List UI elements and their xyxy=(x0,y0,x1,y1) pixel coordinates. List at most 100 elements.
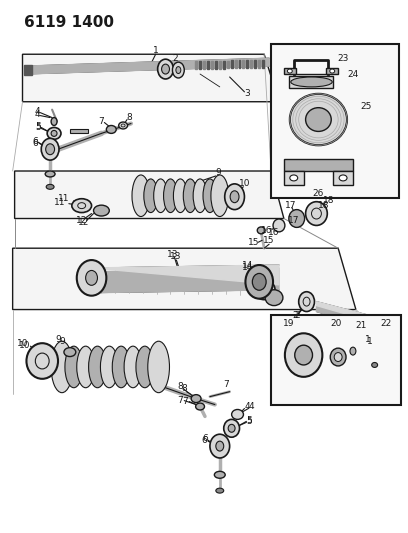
Ellipse shape xyxy=(252,273,266,290)
Text: 9: 9 xyxy=(215,168,221,177)
Bar xyxy=(271,316,401,405)
Ellipse shape xyxy=(299,292,315,311)
Text: 11: 11 xyxy=(54,198,66,207)
Polygon shape xyxy=(381,322,384,332)
Polygon shape xyxy=(91,265,279,285)
Text: 4: 4 xyxy=(35,110,40,119)
Ellipse shape xyxy=(372,362,377,367)
Text: 5: 5 xyxy=(35,123,41,132)
Ellipse shape xyxy=(148,341,169,393)
Ellipse shape xyxy=(124,346,142,387)
Text: 6: 6 xyxy=(201,435,207,445)
Ellipse shape xyxy=(157,59,173,79)
Polygon shape xyxy=(370,320,372,330)
Ellipse shape xyxy=(112,346,130,387)
Ellipse shape xyxy=(144,179,157,213)
Polygon shape xyxy=(366,319,368,329)
Ellipse shape xyxy=(46,184,54,189)
Text: 13: 13 xyxy=(170,252,181,261)
Ellipse shape xyxy=(210,434,230,458)
Ellipse shape xyxy=(290,94,347,146)
Bar xyxy=(284,159,353,171)
Ellipse shape xyxy=(193,179,207,213)
Text: 9: 9 xyxy=(59,337,65,346)
Text: 25: 25 xyxy=(360,102,371,111)
Text: 23: 23 xyxy=(337,54,349,63)
Ellipse shape xyxy=(51,341,73,393)
Ellipse shape xyxy=(285,333,322,377)
Text: 4: 4 xyxy=(35,107,40,116)
Ellipse shape xyxy=(45,171,55,177)
Polygon shape xyxy=(317,305,392,333)
Ellipse shape xyxy=(224,419,239,437)
Text: 18: 18 xyxy=(323,196,334,205)
Text: 1: 1 xyxy=(365,335,370,344)
Ellipse shape xyxy=(164,179,177,213)
Text: 16: 16 xyxy=(268,228,280,237)
Ellipse shape xyxy=(291,77,332,87)
Text: 14: 14 xyxy=(242,263,253,272)
Text: 11: 11 xyxy=(58,194,70,203)
Ellipse shape xyxy=(334,353,342,361)
Ellipse shape xyxy=(136,346,154,387)
Text: 26: 26 xyxy=(313,189,324,198)
Ellipse shape xyxy=(330,69,335,73)
Text: 6: 6 xyxy=(33,139,38,148)
Ellipse shape xyxy=(228,424,235,432)
Polygon shape xyxy=(203,61,205,69)
Polygon shape xyxy=(254,60,256,68)
Ellipse shape xyxy=(176,67,181,74)
Ellipse shape xyxy=(162,64,169,74)
Ellipse shape xyxy=(265,290,283,305)
Text: 7: 7 xyxy=(182,397,188,406)
Ellipse shape xyxy=(230,191,239,203)
Polygon shape xyxy=(13,248,356,310)
Text: 5: 5 xyxy=(35,122,41,131)
Ellipse shape xyxy=(287,69,292,73)
Text: 6: 6 xyxy=(202,434,208,443)
Ellipse shape xyxy=(216,441,224,451)
Text: 14: 14 xyxy=(242,261,253,270)
Ellipse shape xyxy=(214,471,225,478)
Polygon shape xyxy=(258,60,260,68)
Text: 16: 16 xyxy=(262,226,273,235)
Polygon shape xyxy=(362,318,364,328)
Ellipse shape xyxy=(211,175,228,216)
Ellipse shape xyxy=(154,179,168,213)
Text: 5: 5 xyxy=(246,416,252,425)
Text: 7: 7 xyxy=(99,117,104,126)
Text: 5: 5 xyxy=(246,417,252,426)
Ellipse shape xyxy=(330,348,346,366)
Text: 8: 8 xyxy=(182,384,187,393)
Ellipse shape xyxy=(257,227,265,234)
Ellipse shape xyxy=(89,346,106,387)
Ellipse shape xyxy=(306,108,331,132)
Ellipse shape xyxy=(41,139,59,160)
Polygon shape xyxy=(219,61,221,69)
Polygon shape xyxy=(386,323,388,333)
Ellipse shape xyxy=(27,343,58,379)
Ellipse shape xyxy=(306,201,327,225)
Text: 15: 15 xyxy=(263,236,275,245)
Polygon shape xyxy=(374,321,376,330)
Polygon shape xyxy=(231,60,233,68)
Polygon shape xyxy=(235,60,237,68)
Polygon shape xyxy=(195,61,197,69)
Polygon shape xyxy=(251,60,252,68)
Ellipse shape xyxy=(246,265,273,298)
Text: 13: 13 xyxy=(167,249,178,259)
Text: 17: 17 xyxy=(285,201,297,210)
Polygon shape xyxy=(317,302,392,327)
Ellipse shape xyxy=(290,175,298,181)
Text: 19: 19 xyxy=(283,319,295,328)
Bar xyxy=(333,171,353,185)
Text: 17: 17 xyxy=(288,216,299,225)
Ellipse shape xyxy=(232,409,244,419)
Polygon shape xyxy=(199,61,201,69)
Ellipse shape xyxy=(350,347,356,355)
Polygon shape xyxy=(24,65,32,75)
Ellipse shape xyxy=(132,175,150,216)
Text: 7: 7 xyxy=(177,396,183,405)
Bar xyxy=(326,68,338,74)
Text: 15: 15 xyxy=(248,238,259,247)
